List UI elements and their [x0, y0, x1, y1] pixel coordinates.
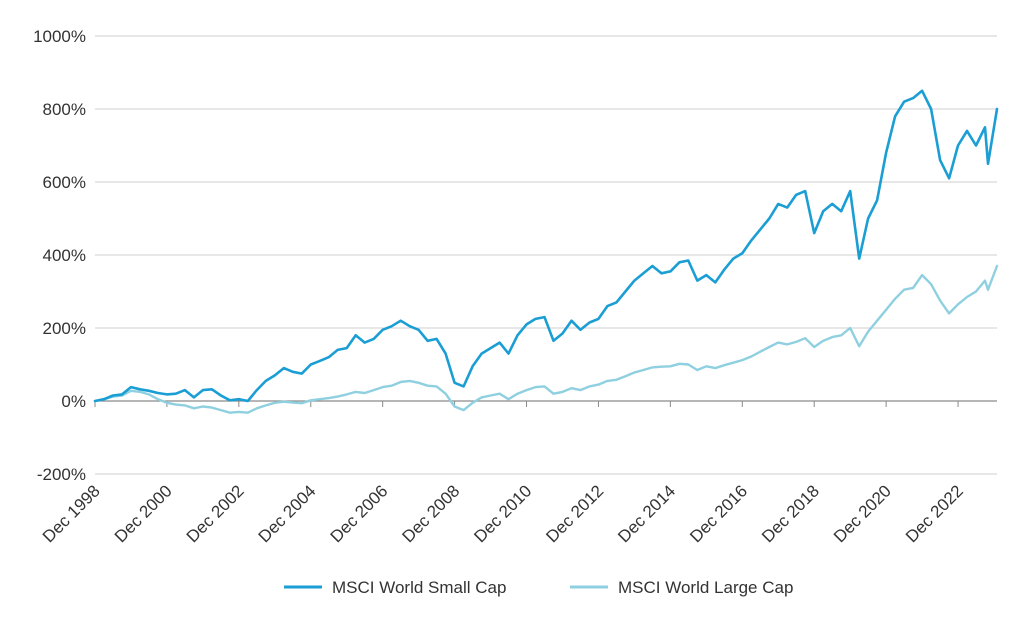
x-tick-label: Dec 2012: [542, 481, 607, 546]
x-tick-label: Dec 2014: [614, 481, 679, 546]
series-lines: [93, 89, 999, 414]
gridlines: [95, 35, 997, 475]
x-tick-label: Dec 2018: [758, 481, 823, 546]
x-tick-label: Dec 2006: [327, 481, 392, 546]
y-tick-label: 1000%: [33, 27, 86, 46]
x-tick-label: Dec 2020: [830, 481, 895, 546]
y-tick-label: 600%: [43, 173, 86, 192]
x-tick-label: Dec 2008: [399, 481, 464, 546]
legend-label-large-cap: MSCI World Large Cap: [618, 578, 793, 597]
series-line-large-cap: [93, 264, 999, 414]
series-line-small-cap: [93, 89, 999, 403]
y-tick-label: 200%: [43, 319, 86, 338]
y-axis-ticks: -200% 0% 200% 400% 600% 800% 1000%: [33, 27, 86, 484]
x-tick-label: Dec 2022: [902, 481, 967, 546]
y-tick-label: 0%: [61, 392, 86, 411]
x-tick-label: Dec 2002: [183, 481, 248, 546]
y-tick-label: -200%: [37, 465, 86, 484]
x-tick-label: Dec 2010: [470, 481, 535, 546]
legend: MSCI World Small Cap MSCI World Large Ca…: [284, 578, 793, 597]
x-tick-label: Dec 2016: [686, 481, 751, 546]
y-tick-label: 400%: [43, 246, 86, 265]
x-tick-label: Dec 1998: [39, 481, 104, 546]
x-tick-label: Dec 2000: [111, 481, 176, 546]
legend-label-small-cap: MSCI World Small Cap: [332, 578, 506, 597]
y-tick-label: 800%: [43, 100, 86, 119]
x-tick-label: Dec 2004: [255, 481, 320, 546]
